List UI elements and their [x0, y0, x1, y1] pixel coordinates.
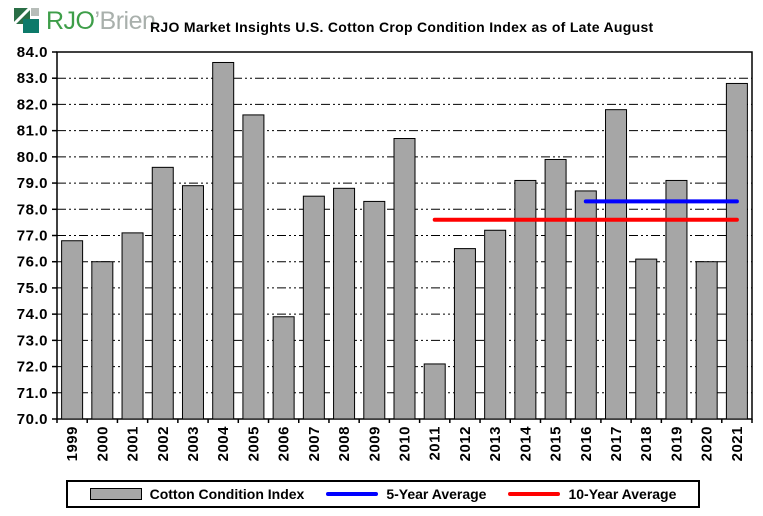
chart-legend: Cotton Condition Index 5-Year Average 10…	[66, 480, 700, 508]
bar-2007	[302, 195, 325, 420]
x-axis-label-2011: 2011	[427, 426, 444, 461]
legend-label-10-year-average: 10-Year Average	[568, 486, 677, 502]
x-axis-label-2003: 2003	[185, 426, 202, 461]
y-axis-label: 72.0	[17, 359, 48, 376]
bar-1999	[61, 240, 84, 420]
logo-text-rjo: RJO	[46, 7, 95, 35]
legend-label-5-year-average: 5-Year Average	[386, 486, 487, 502]
bar-2016	[574, 190, 597, 420]
bar-2020	[695, 261, 718, 420]
y-axis-label: 70.0	[17, 411, 48, 428]
y-axis-label: 78.0	[17, 201, 48, 218]
bar-2004	[212, 61, 235, 420]
x-axis-label-2010: 2010	[397, 426, 414, 461]
legend-label-cotton-condition-index: Cotton Condition Index	[149, 486, 305, 502]
y-axis-label: 76.0	[17, 254, 48, 271]
bar-2013	[484, 229, 507, 420]
x-axis-label-2006: 2006	[276, 426, 293, 461]
y-axis-label: 71.0	[17, 385, 48, 402]
x-axis-label-2020: 2020	[699, 426, 716, 461]
x-axis-label-2001: 2001	[125, 426, 142, 461]
bar-2014	[514, 179, 537, 420]
y-axis-label: 84.0	[17, 44, 48, 61]
y-axis-label: 80.0	[17, 149, 48, 166]
x-axis-label-2009: 2009	[366, 426, 383, 461]
x-axis-label-2014: 2014	[517, 426, 534, 462]
rjo-obrien-logo: RJO’Brien	[12, 6, 156, 36]
x-axis-label-2017: 2017	[608, 426, 625, 461]
y-axis-label: 73.0	[17, 332, 48, 349]
y-axis-label: 77.0	[17, 228, 48, 245]
y-axis-label: 82.0	[17, 96, 48, 113]
bar-2006	[272, 316, 295, 420]
y-axis-label: 75.0	[17, 280, 48, 297]
bar-2019	[665, 179, 688, 420]
bar-2015	[544, 158, 567, 420]
legend-blue-line-swatch	[326, 492, 379, 496]
bar-2005	[242, 114, 265, 420]
bar-2002	[151, 166, 174, 420]
x-axis-label-2004: 2004	[215, 426, 232, 462]
bar-2008	[333, 187, 356, 420]
rjo-logo-icon	[12, 6, 39, 33]
legend-item-cotton-condition-index: Cotton Condition Index	[89, 486, 305, 502]
y-axis-label: 74.0	[17, 306, 48, 323]
bar-2012	[453, 248, 476, 420]
bar-2001	[121, 232, 144, 420]
logo-text-obrien: ’Brien	[94, 7, 156, 35]
bar-2021	[725, 82, 748, 420]
legend-item-5-year-average: 5-Year Average	[326, 486, 486, 502]
x-axis-label-2021: 2021	[729, 426, 746, 461]
bar-2009	[363, 200, 386, 420]
bar-2011	[423, 363, 446, 420]
legend-item-10-year-average: 10-Year Average	[508, 486, 676, 502]
x-axis-label-1999: 1999	[64, 426, 81, 461]
x-axis-label-2019: 2019	[668, 426, 685, 461]
x-axis-label-2002: 2002	[155, 426, 172, 461]
legend-red-line-swatch	[508, 492, 561, 496]
bar-2003	[181, 185, 204, 420]
y-axis-label: 83.0	[17, 70, 48, 87]
y-axis-label: 79.0	[17, 175, 48, 192]
bar-2000	[91, 261, 114, 420]
legend-bar-swatch	[89, 488, 142, 500]
x-axis-label-2012: 2012	[457, 426, 474, 461]
chart-title: RJO Market Insights U.S. Cotton Crop Con…	[150, 19, 654, 35]
x-axis-label-2007: 2007	[306, 426, 323, 461]
x-axis-label-2005: 2005	[245, 426, 262, 461]
x-axis-label-2000: 2000	[94, 426, 111, 461]
x-axis-label-2016: 2016	[578, 426, 595, 461]
bar-2018	[635, 258, 658, 420]
x-axis-label-2008: 2008	[336, 426, 353, 461]
bar-2017	[605, 109, 628, 420]
x-axis-label-2015: 2015	[548, 426, 565, 461]
y-axis-label: 81.0	[17, 123, 48, 140]
x-axis-label-2013: 2013	[487, 426, 504, 461]
bar-2010	[393, 138, 416, 420]
x-axis-label-2018: 2018	[638, 426, 655, 461]
